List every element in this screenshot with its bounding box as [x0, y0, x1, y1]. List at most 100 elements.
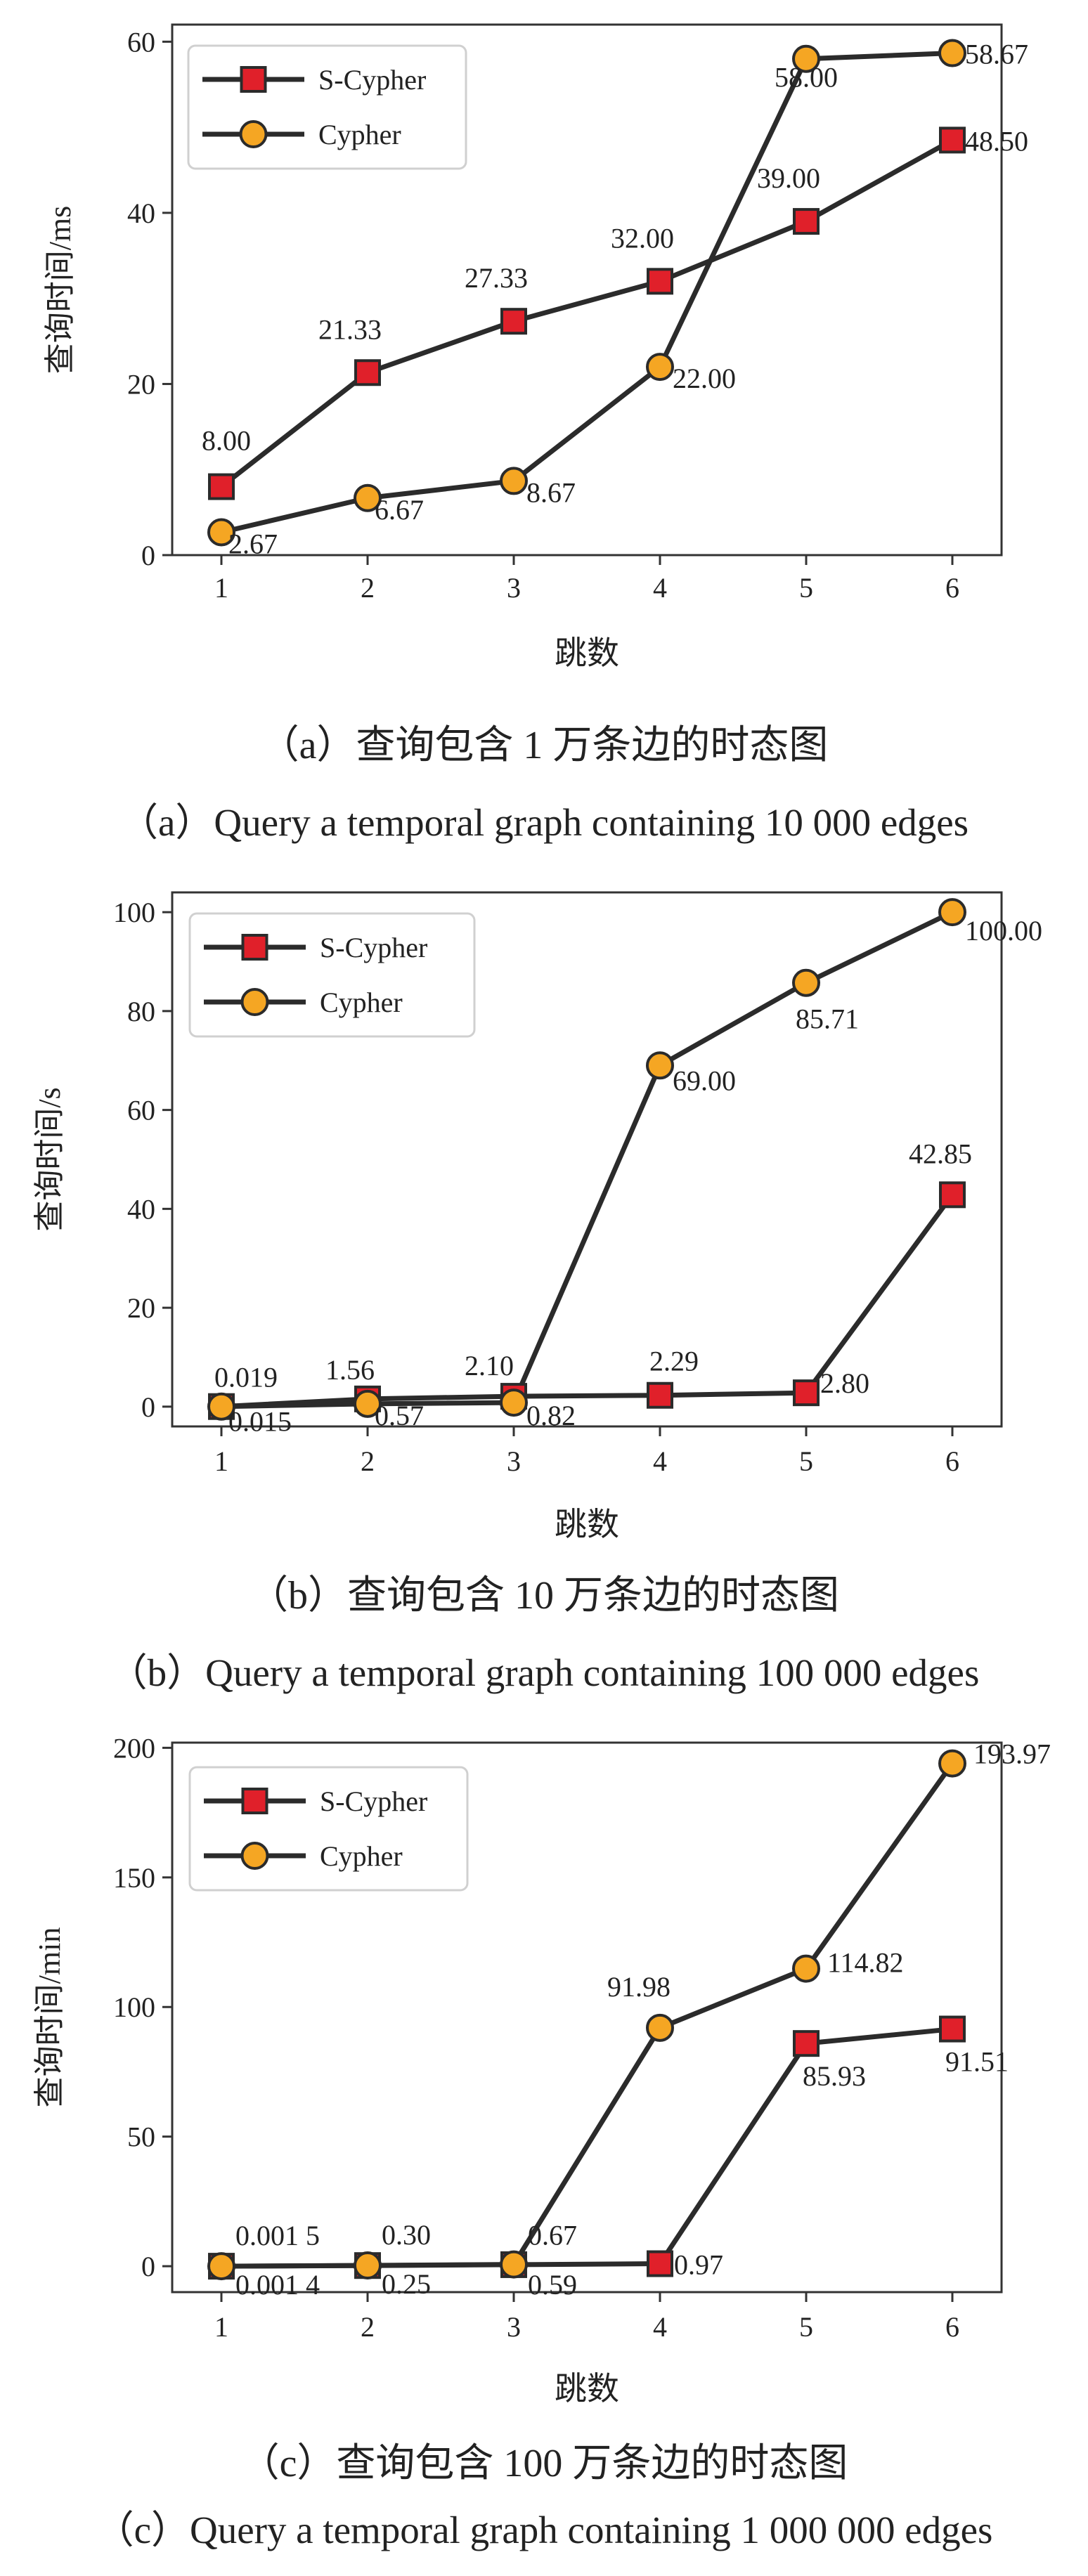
data-point-cypher	[792, 44, 820, 73]
plot-frame	[171, 23, 1003, 557]
series-line-cypher	[221, 909, 954, 1410]
data-label-s-cypher: 85.93	[803, 2060, 866, 2092]
legend-marker-circle	[240, 1842, 269, 1870]
data-point-s-cypher	[500, 308, 527, 335]
data-point-s-cypher	[793, 2030, 820, 2057]
data-label-cypher: 0.001 5	[235, 2220, 320, 2251]
x-tick-label: 3	[507, 572, 521, 604]
data-label-cypher: 6.67	[375, 494, 424, 526]
chart-panel-b: 0 20 40 60 80 100 1 2 3 4 5 6 跳数 查询时间/s 0.019 1.56 2.10 2…	[0, 861, 1088, 1722]
legend-label: S-Cypher	[320, 1785, 427, 1817]
legend-marker-square	[241, 934, 268, 961]
data-label-cypher: 0.67	[528, 2220, 577, 2251]
data-point-cypher	[938, 39, 966, 67]
data-point-s-cypher	[939, 2015, 966, 2043]
data-point-cypher	[938, 898, 966, 927]
chart-caption-en: （b）Query a temporal graph containing 100…	[108, 1651, 980, 1694]
data-point-cypher	[500, 1388, 528, 1417]
chart-caption-en: （c）Query a temporal graph containing 1 0…	[95, 2509, 993, 2551]
data-label-cypher: 22.00	[673, 363, 736, 394]
data-label-cypher: 8.67	[526, 476, 576, 508]
x-axis-label: 跳数	[555, 2371, 619, 2407]
plot-frame	[171, 891, 1003, 1428]
data-label-s-cypher: 2.80	[820, 1367, 869, 1399]
y-tick-label: 100	[113, 897, 155, 928]
legend-marker-square	[241, 1788, 268, 1814]
x-tick-label: 6	[945, 1445, 959, 1477]
data-label-cypher: 0.82	[526, 1400, 576, 1431]
series-line-s-cypher	[219, 138, 954, 489]
x-tick-label: 5	[799, 572, 813, 604]
x-tick-label: 1	[214, 1445, 228, 1477]
data-point-s-cypher	[208, 473, 235, 500]
data-label-s-cypher: 1.56	[325, 1354, 375, 1386]
chart-svg-a: 0 20 40 60 1 2 3 4 5 6 跳数 查询时间/ms 8.00 21.33 27.33 32.0…	[43, 23, 1028, 671]
legend-marker-square	[240, 66, 267, 93]
y-tick-label: 100	[113, 1991, 155, 2023]
x-tick-label: 5	[799, 1445, 813, 1477]
data-label-s-cypher: 8.00	[202, 425, 251, 457]
legend-label: Cypher	[320, 1840, 403, 1872]
data-label-cypher: 91.98	[607, 1971, 671, 2003]
chart-caption-cn: （a）查询包含 1 万条边的时态图	[259, 724, 829, 767]
data-label-s-cypher: 0.59	[528, 2269, 577, 2301]
legend-marker-circle	[240, 988, 269, 1016]
data-label-cypher: 0.57	[375, 1400, 424, 1431]
legend-label: Cypher	[318, 119, 401, 150]
data-label-cypher: 58.00	[775, 62, 838, 93]
data-label-cypher: 100.00	[965, 915, 1042, 947]
data-point-cypher	[646, 2013, 674, 2042]
data-point-s-cypher	[647, 1381, 673, 1409]
legend-label: Cypher	[320, 987, 403, 1018]
y-axis-label: 查询时间/ms	[43, 206, 77, 375]
chart-caption-cn: （c）查询包含 100 万条边的时态图	[240, 2442, 848, 2485]
data-label-cypher: 193.97	[973, 1738, 1051, 1770]
legend-label: S-Cypher	[318, 64, 426, 96]
data-point-cypher	[938, 1749, 966, 1778]
data-label-s-cypher: 48.50	[965, 125, 1028, 157]
data-label-s-cypher: 0.001 4	[235, 2269, 320, 2301]
data-point-cypher	[500, 467, 528, 495]
y-tick-label: 80	[127, 996, 155, 1027]
y-tick-label: 0	[141, 2251, 155, 2282]
x-tick-label: 1	[214, 2311, 228, 2343]
y-tick-label: 60	[127, 26, 155, 58]
x-axis-label: 跳数	[555, 1507, 619, 1542]
data-point-s-cypher	[939, 126, 966, 154]
data-label-cypher: 2.67	[228, 528, 278, 559]
y-tick-label: 0	[141, 540, 155, 571]
data-label-cypher: 85.71	[796, 1003, 859, 1035]
data-label-cypher: 0.30	[382, 2219, 431, 2251]
data-label-s-cypher: 2.10	[465, 1350, 514, 1381]
y-tick-label: 50	[127, 2121, 155, 2153]
x-tick-label: 2	[361, 1445, 375, 1477]
x-tick-label: 1	[214, 572, 228, 604]
x-tick-label: 3	[507, 1445, 521, 1477]
x-tick-label: 6	[945, 2311, 959, 2343]
data-label-cypher: 58.67	[965, 39, 1028, 70]
chart-panel-a: 0 20 40 60 1 2 3 4 5 6 跳数 查询时间/ms 8.00 21.33 27.33 32.0…	[0, 0, 1088, 850]
x-axis-label: 跳数	[555, 635, 619, 671]
data-label-s-cypher: 42.85	[909, 1138, 972, 1169]
chart-svg-c: 0 50 100 150 200 1 2 3 4 5 6 跳数 查询时间/min 0.001 4 0.25 0…	[32, 1732, 1051, 2407]
data-label-s-cypher: 21.33	[318, 313, 382, 345]
data-label-cypher: 114.82	[827, 1947, 904, 1979]
chart-svg-b: 0 20 40 60 80 100 1 2 3 4 5 6 跳数 查询时间/s 0.019 1.56 2.10 2…	[32, 891, 1042, 1542]
data-point-cypher	[207, 518, 235, 547]
data-point-cypher	[792, 1954, 820, 1983]
chart-panel-c: 0 50 100 150 200 1 2 3 4 5 6 跳数 查询时间/min 0.001 4 0.25 0…	[0, 1722, 1088, 2576]
data-point-cypher	[354, 2251, 382, 2280]
data-point-s-cypher	[939, 1181, 966, 1209]
data-point-s-cypher	[647, 268, 673, 295]
y-tick-label: 60	[127, 1095, 155, 1126]
data-point-cypher	[354, 1389, 382, 1418]
data-label-s-cypher: 91.51	[945, 2046, 1009, 2078]
data-point-cypher	[207, 2252, 235, 2281]
y-axis-label: 查询时间/s	[32, 1087, 67, 1231]
legend-marker-circle	[239, 120, 268, 148]
data-point-s-cypher	[354, 359, 381, 386]
data-point-s-cypher	[793, 1379, 820, 1407]
series-line-cypher	[221, 1762, 954, 2269]
data-point-cypher	[354, 483, 382, 512]
x-tick-label: 2	[361, 2311, 375, 2343]
